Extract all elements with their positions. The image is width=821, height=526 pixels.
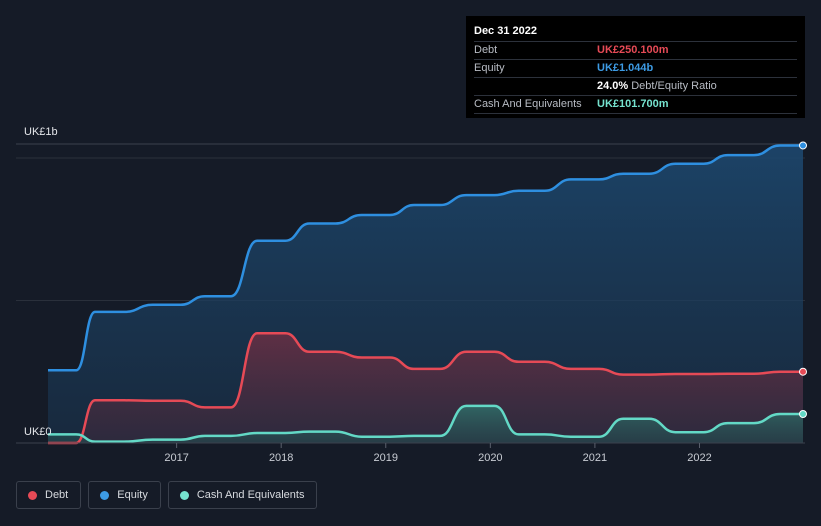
equity-line (48, 144, 803, 372)
cash-area (48, 405, 803, 443)
chart-legend: Debt Equity Cash And Equivalents (16, 481, 318, 509)
tooltip-row-debt: Debt UK£250.100m (474, 42, 797, 60)
x-tick-label: 2020 (478, 452, 502, 464)
legend-cash-label: Cash And Equivalents (196, 489, 305, 501)
tooltip-ratio-value: 24.0% (597, 80, 629, 92)
x-tick-label: 2021 (583, 452, 607, 464)
x-tick-label: 2018 (269, 452, 293, 464)
tooltip-date: Dec 31 2022 (474, 24, 797, 42)
debt-line (48, 332, 804, 445)
equity-end-marker (799, 141, 807, 150)
tooltip-cash-label: Cash And Equivalents (474, 98, 582, 110)
tooltip-row-ratio: 24.0% Debt/Equity Ratio (474, 78, 797, 96)
legend-equity-label: Equity (117, 489, 148, 501)
equity-area (48, 145, 803, 443)
legend-item-equity[interactable]: Equity (88, 481, 161, 509)
tooltip-ratio-label: Debt/Equity Ratio (631, 80, 717, 92)
tooltip-row-equity: Equity UK£1.044b (474, 60, 797, 78)
legend-debt-label: Debt (45, 489, 69, 501)
tooltip-cash-value: UK£101.700m (597, 98, 669, 110)
legend-equity-dot-icon (100, 490, 110, 500)
legend-item-debt[interactable]: Debt (16, 481, 82, 509)
tooltip-equity-value: UK£1.044b (597, 62, 654, 74)
legend-item-cash[interactable]: Cash And Equivalents (167, 481, 318, 509)
x-tick-label: 2019 (374, 452, 398, 464)
legend-cash-dot-icon (179, 490, 189, 500)
tooltip-equity-label: Equity (474, 62, 505, 74)
debt-end-marker (799, 367, 807, 376)
debt-area (48, 333, 803, 443)
tooltip-row-cash: Cash And Equivalents UK£101.700m (474, 96, 797, 114)
legend-debt-dot-icon (28, 490, 37, 500)
y-axis-top-label: UK£1b (24, 126, 58, 138)
y-axis-bottom-label: UK£0 (24, 426, 52, 438)
x-tick-label: 2017 (164, 452, 188, 464)
tooltip-debt-label: Debt (474, 44, 498, 56)
cash-line (47, 404, 803, 443)
tooltip-debt-value: UK£250.100m (597, 44, 669, 56)
tooltip-panel: Dec 31 2022 Debt UK£250.100m Equity UK£1… (466, 16, 805, 118)
x-tick-label: 2022 (687, 452, 711, 464)
cash-end-marker (799, 410, 807, 419)
